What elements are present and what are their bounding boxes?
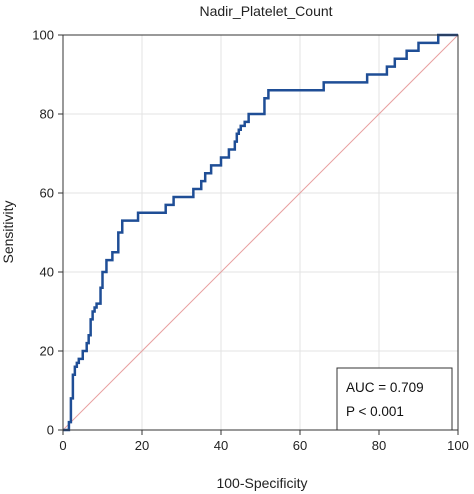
x-tick-label-60: 60 xyxy=(293,438,307,453)
x-tick-label-100: 100 xyxy=(447,438,469,453)
x-axis-title: 100-Specificity xyxy=(216,475,307,491)
y-axis-ticks: 0 20 40 60 80 100 xyxy=(32,28,63,438)
y-axis-title: Sensitivity xyxy=(0,200,16,263)
y-tick-label-0: 0 xyxy=(47,423,54,438)
y-tick-label-20: 20 xyxy=(40,344,54,359)
p-value-label: P < 0.001 xyxy=(346,404,404,419)
chart-title: Nadir_Platelet_Count xyxy=(199,3,332,19)
auc-value-label: AUC = 0.709 xyxy=(346,380,424,395)
auc-legend-box: AUC = 0.709 P < 0.001 xyxy=(337,368,452,430)
legend-frame xyxy=(337,368,452,430)
x-tick-label-0: 0 xyxy=(59,438,66,453)
x-tick-label-20: 20 xyxy=(135,438,149,453)
y-tick-label-40: 40 xyxy=(40,265,54,280)
y-tick-label-100: 100 xyxy=(32,28,54,43)
x-tick-label-80: 80 xyxy=(372,438,386,453)
x-axis-ticks: 0 20 40 60 80 100 xyxy=(59,430,468,453)
x-tick-label-40: 40 xyxy=(214,438,228,453)
y-tick-label-60: 60 xyxy=(40,186,54,201)
y-tick-label-80: 80 xyxy=(40,107,54,122)
